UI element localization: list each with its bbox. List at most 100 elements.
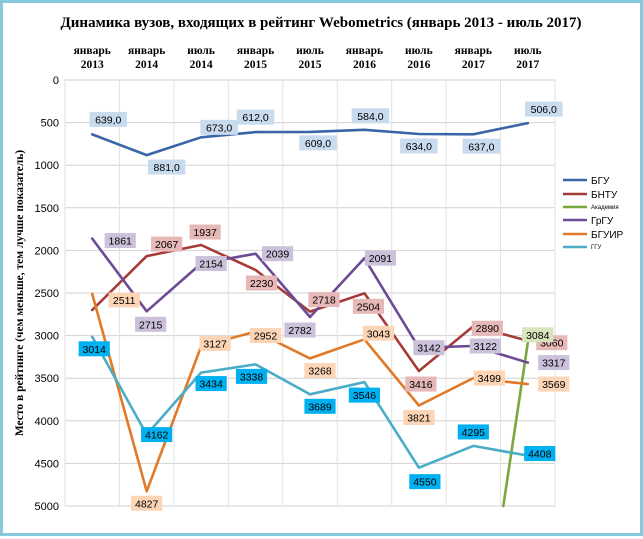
data-label-text: 639,0 <box>95 114 121 126</box>
legend-label-0: БГУ <box>591 176 610 187</box>
data-label-box <box>131 495 163 511</box>
data-label-text: 2715 <box>139 319 163 331</box>
data-label-box <box>299 135 337 151</box>
data-label-box <box>348 387 381 403</box>
series-line-0 <box>90 121 530 157</box>
y-tick-5: 2500 <box>35 288 59 300</box>
data-label-box <box>352 298 385 314</box>
data-label-3-4: 2782 <box>284 322 316 338</box>
data-label-box <box>284 322 316 338</box>
data-label-1-1: 2067 <box>151 236 183 252</box>
y-tick-labels: 0 500 1000 1500 2000 2500 3000 3500 4000 4500 5000 <box>35 75 59 513</box>
data-label-box <box>538 355 570 371</box>
data-label-box <box>141 427 173 443</box>
data-label-text: 2718 <box>312 295 336 307</box>
data-label-box <box>351 108 390 124</box>
data-label-box <box>469 338 501 354</box>
period-label-3-year: 2015 <box>244 59 267 71</box>
data-label-0-2: 673,0 <box>200 119 238 135</box>
data-label-box <box>200 119 238 135</box>
data-label-5-7: 4295 <box>457 424 489 440</box>
data-label-3-5: 2091 <box>364 250 397 266</box>
data-label-box <box>403 410 435 426</box>
y-tick-4: 2000 <box>35 245 59 257</box>
data-label-box <box>195 376 227 392</box>
data-label-0-8: 506,0 <box>525 101 563 117</box>
data-label-text: 4295 <box>462 427 486 439</box>
data-label-text: 2511 <box>113 295 136 307</box>
data-label-4-4: 3268 <box>304 362 336 378</box>
data-label-box <box>104 233 136 249</box>
data-label-box <box>308 292 340 308</box>
data-label-1-4: 2718 <box>308 292 340 308</box>
period-label-8-name: июль <box>514 45 542 57</box>
data-label-text: 3014 <box>83 344 107 356</box>
y-tick-3: 1500 <box>35 203 59 215</box>
data-label-box <box>400 138 438 154</box>
period-label-1-name: январь <box>128 45 165 57</box>
data-label-box <box>405 376 437 392</box>
data-label-1-7: 2890 <box>471 320 503 336</box>
y-tick-0: 0 <box>53 75 59 87</box>
data-label-1-2: 1937 <box>189 224 221 240</box>
data-label-text: 3122 <box>474 341 498 353</box>
data-label-text: 2230 <box>250 278 274 290</box>
legend-label-1: БНТУ <box>591 190 618 201</box>
data-label-5-5: 3546 <box>348 387 381 403</box>
data-label-text: 2039 <box>266 249 290 261</box>
data-label-text: 3268 <box>308 365 332 377</box>
data-label-text: 3569 <box>542 379 566 391</box>
data-label-4-6: 3821 <box>403 410 435 426</box>
data-label-4-2: 3127 <box>199 335 231 351</box>
period-label-8-year: 2017 <box>516 59 539 71</box>
data-label-box <box>538 376 570 392</box>
data-label-0-5: 584,0 <box>351 108 390 124</box>
data-label-box <box>522 327 554 343</box>
data-label-text: 4827 <box>135 498 159 510</box>
data-label-5-8: 4408 <box>524 446 556 462</box>
data-label-box <box>362 325 395 341</box>
data-label-3-2: 2154 <box>195 256 227 272</box>
period-labels: январь 2013 январь 2014 июль 2014 январь 2015 ию… <box>74 45 542 71</box>
period-label-1-year: 2014 <box>135 59 158 71</box>
period-label-6-year: 2016 <box>407 59 430 71</box>
data-label-text: 2091 <box>369 253 393 265</box>
period-label-3-name: январь <box>237 45 274 57</box>
data-label-box <box>525 101 563 117</box>
legend-label-2: Академия <box>591 205 619 211</box>
data-label-text: 3338 <box>240 371 264 383</box>
data-label-box <box>135 316 167 332</box>
data-label-box <box>457 424 489 440</box>
data-label-text: 2504 <box>357 301 381 313</box>
data-label-box <box>261 246 294 262</box>
y-tick-9: 4500 <box>35 458 59 470</box>
period-label-6-name: июль <box>405 45 433 57</box>
data-label-text: 3142 <box>417 343 441 355</box>
data-label-0-3: 612,0 <box>236 109 275 125</box>
data-label-box <box>199 335 231 351</box>
data-label-5-0: 3014 <box>78 341 110 357</box>
period-label-7-year: 2017 <box>462 59 485 71</box>
y-tick-6: 3000 <box>35 331 59 343</box>
series-line-1 <box>90 243 530 373</box>
data-label-3-0: 1861 <box>104 233 136 249</box>
data-label-box <box>108 292 140 308</box>
data-label-box <box>304 362 336 378</box>
data-label-text: 3127 <box>203 338 227 350</box>
chart-title: Динамика вузов, входящих в рейтинг Webom… <box>60 15 581 31</box>
period-label-4-year: 2015 <box>299 59 322 71</box>
data-label-text: 634,0 <box>406 141 432 153</box>
data-label-4-7: 3499 <box>473 370 505 386</box>
data-label-text: 3689 <box>308 401 332 413</box>
period-label-2-name: июль <box>187 45 215 57</box>
period-label-0-name: январь <box>74 45 111 57</box>
data-label-4-5: 3043 <box>362 325 395 341</box>
line-chart: Динамика вузов, входящих в рейтинг Webom… <box>14 15 624 513</box>
data-label-text: 1861 <box>109 236 133 248</box>
data-label-box <box>151 236 183 252</box>
y-axis-label: Место в рейтинге (чем меньше, тем лучше … <box>14 150 26 436</box>
y-tick-1: 500 <box>41 118 59 130</box>
data-label-box <box>235 368 268 384</box>
data-label-box <box>189 224 221 240</box>
